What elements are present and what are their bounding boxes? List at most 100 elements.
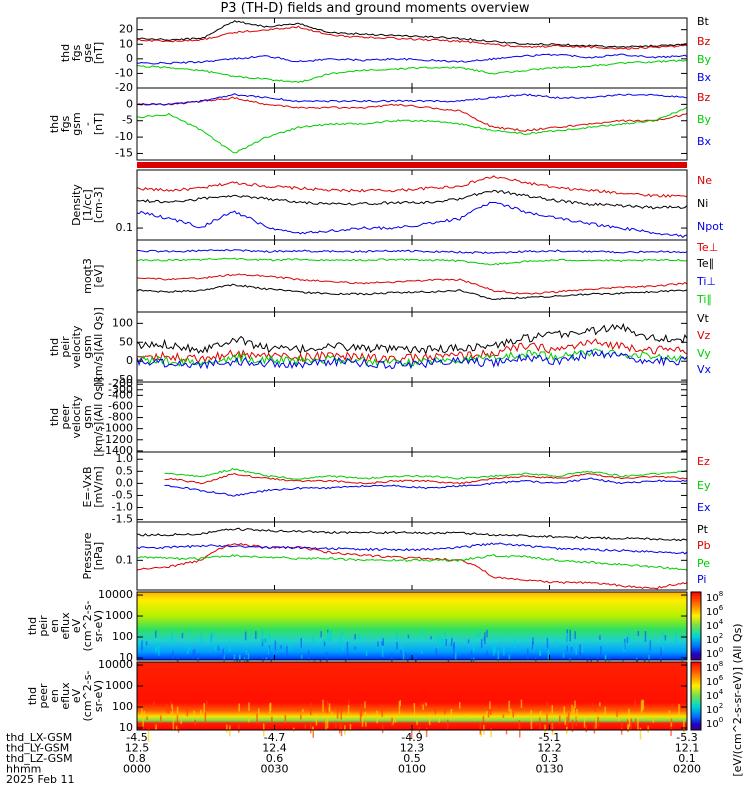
spectrogram-streak [146,716,148,720]
spectrogram-streak [336,706,339,719]
spectrogram-streak [581,645,584,653]
spectrogram-streak [604,706,606,715]
spectrogram-streak [473,642,475,653]
series-Bz [136,96,688,132]
legend-Ez: Ez [697,455,710,468]
spectrogram-streak [635,718,637,727]
series-By [136,59,688,83]
legend-Ti⊥: Ti⊥ [696,275,716,288]
x-axis-row-label: thd_LX-GSM [6,731,72,744]
spectrogram-streak [222,648,224,660]
series-Ti∥ [136,257,688,266]
spectrogram-streak [361,716,364,727]
spectrogram-streak [176,706,179,716]
y-axis-label: (cm^2-s- [81,601,94,652]
spectrogram-streak [527,646,529,660]
spectrogram-streak [197,653,200,659]
spectrogram-streak [514,639,516,650]
spectrogram-streak [310,721,312,734]
spectrogram-streak [420,702,422,710]
legend-Ey: Ey [697,479,711,492]
spectrogram-streak [246,652,248,663]
spectrogram-streak [171,707,174,717]
spectrogram-streak [142,726,144,731]
y-axis-label: sr-eV) [92,680,105,712]
spectrogram-streak [551,723,554,732]
series-Ti⊥ [137,248,688,255]
spectrogram-streak [354,634,356,640]
y-tick-label: 20 [119,23,133,36]
spectrogram-streak [434,709,437,715]
x-axis-value: 12.4 [262,742,287,755]
spectrogram-streak [593,723,596,734]
spectrogram-streak [339,724,341,734]
y-tick-label: 1.0 [116,452,134,465]
y-tick-label: -20 [115,81,133,94]
spectrogram-streak [447,719,449,729]
spectrogram-streak [415,653,417,664]
x-axis-value: 0030 [261,763,289,776]
spectrogram-streak [244,631,247,641]
chart-title: P3 (TH-D) fields and ground moments over… [220,1,530,16]
time-axis: thd_LX-GSM -4.5 -4.7 -4.9 -5.1 -5.3 thd_LY-GSM… [6,731,701,786]
spectrogram-streak [391,653,393,664]
spectrogram-streak [579,652,581,659]
x-axis-row-label: thd_LY-GSM [6,742,69,755]
spectrogram-streak [503,643,505,656]
spectrogram-streak [425,727,428,738]
y-axis-label: thd [48,338,61,356]
spectrogram-streak [412,704,414,713]
spectrogram-streak [376,710,378,724]
y-tick-label: 0 [126,52,133,65]
series-Ne [136,175,688,198]
legend-Bt: Bt [697,15,710,28]
spectrogram-streak [143,710,146,716]
y-axis-label: peir [37,615,50,637]
spectrogram-streak [569,629,571,642]
spectrogram-streak [508,700,510,712]
separator-band [137,162,687,168]
spectrogram-streak [142,714,144,727]
legend-Bz: Bz [697,91,711,104]
spectrogram-streak [248,713,250,723]
series-Ez [164,472,688,485]
spectrogram-streak [455,652,457,660]
spectrogram-streak [492,646,495,656]
legend-Pt: Pt [697,523,709,536]
spectrogram-streak [566,716,568,729]
spectrogram-streak [194,719,196,726]
spectrogram-streak [588,637,591,642]
spectrogram-streak [326,652,328,665]
spectrogram-streak [258,708,260,716]
y-tick-label: 10 [119,721,133,734]
spectrogram-streak [193,710,195,717]
spectrogram-streak [647,725,649,733]
spectrogram-streak [604,656,607,665]
spectrogram-streak [662,632,664,636]
legend-Pb: Pb [697,539,711,552]
legend-Npot: Npot [697,220,724,233]
colorbar-label: [eV/(cm^2-s-sr-eV)] (All Qs) [731,623,744,776]
panel-peir_velocity: Vt Vz Vy Vx -50 0 50 100 thdpeirvelocitygsm[km/s… [48,307,712,387]
spectrogram-streak [562,652,565,658]
y-axis-label: eV [70,618,83,633]
y-tick-label: 1000 [105,679,133,692]
series-By [136,106,688,154]
spectrogram-streak [440,637,442,647]
y-tick-label: 10000 [98,658,133,671]
spectrogram-streak [141,708,143,715]
x-axis-value: 0.6 [266,752,284,765]
spectrogram-streak [459,702,461,709]
y-tick-label: 100 [112,316,133,329]
spectrogram-streak [328,637,331,643]
x-axis-value: -4.5 [126,731,147,744]
spectrogram-streak [451,637,453,644]
panel-peer_spec: 10 100 1000 10000 thdpeerenefluxeV(cm^2-s-sr… [26,658,688,742]
x-axis-row-label: thd_LZ-GSM [6,752,73,765]
spectrogram-streak [391,717,393,726]
spectrogram-streak [599,702,601,707]
y-tick-label: -5 [122,114,133,127]
spectrogram-streak [392,714,394,725]
spectrogram-streak [476,634,479,638]
spectrogram-streak [597,716,599,727]
